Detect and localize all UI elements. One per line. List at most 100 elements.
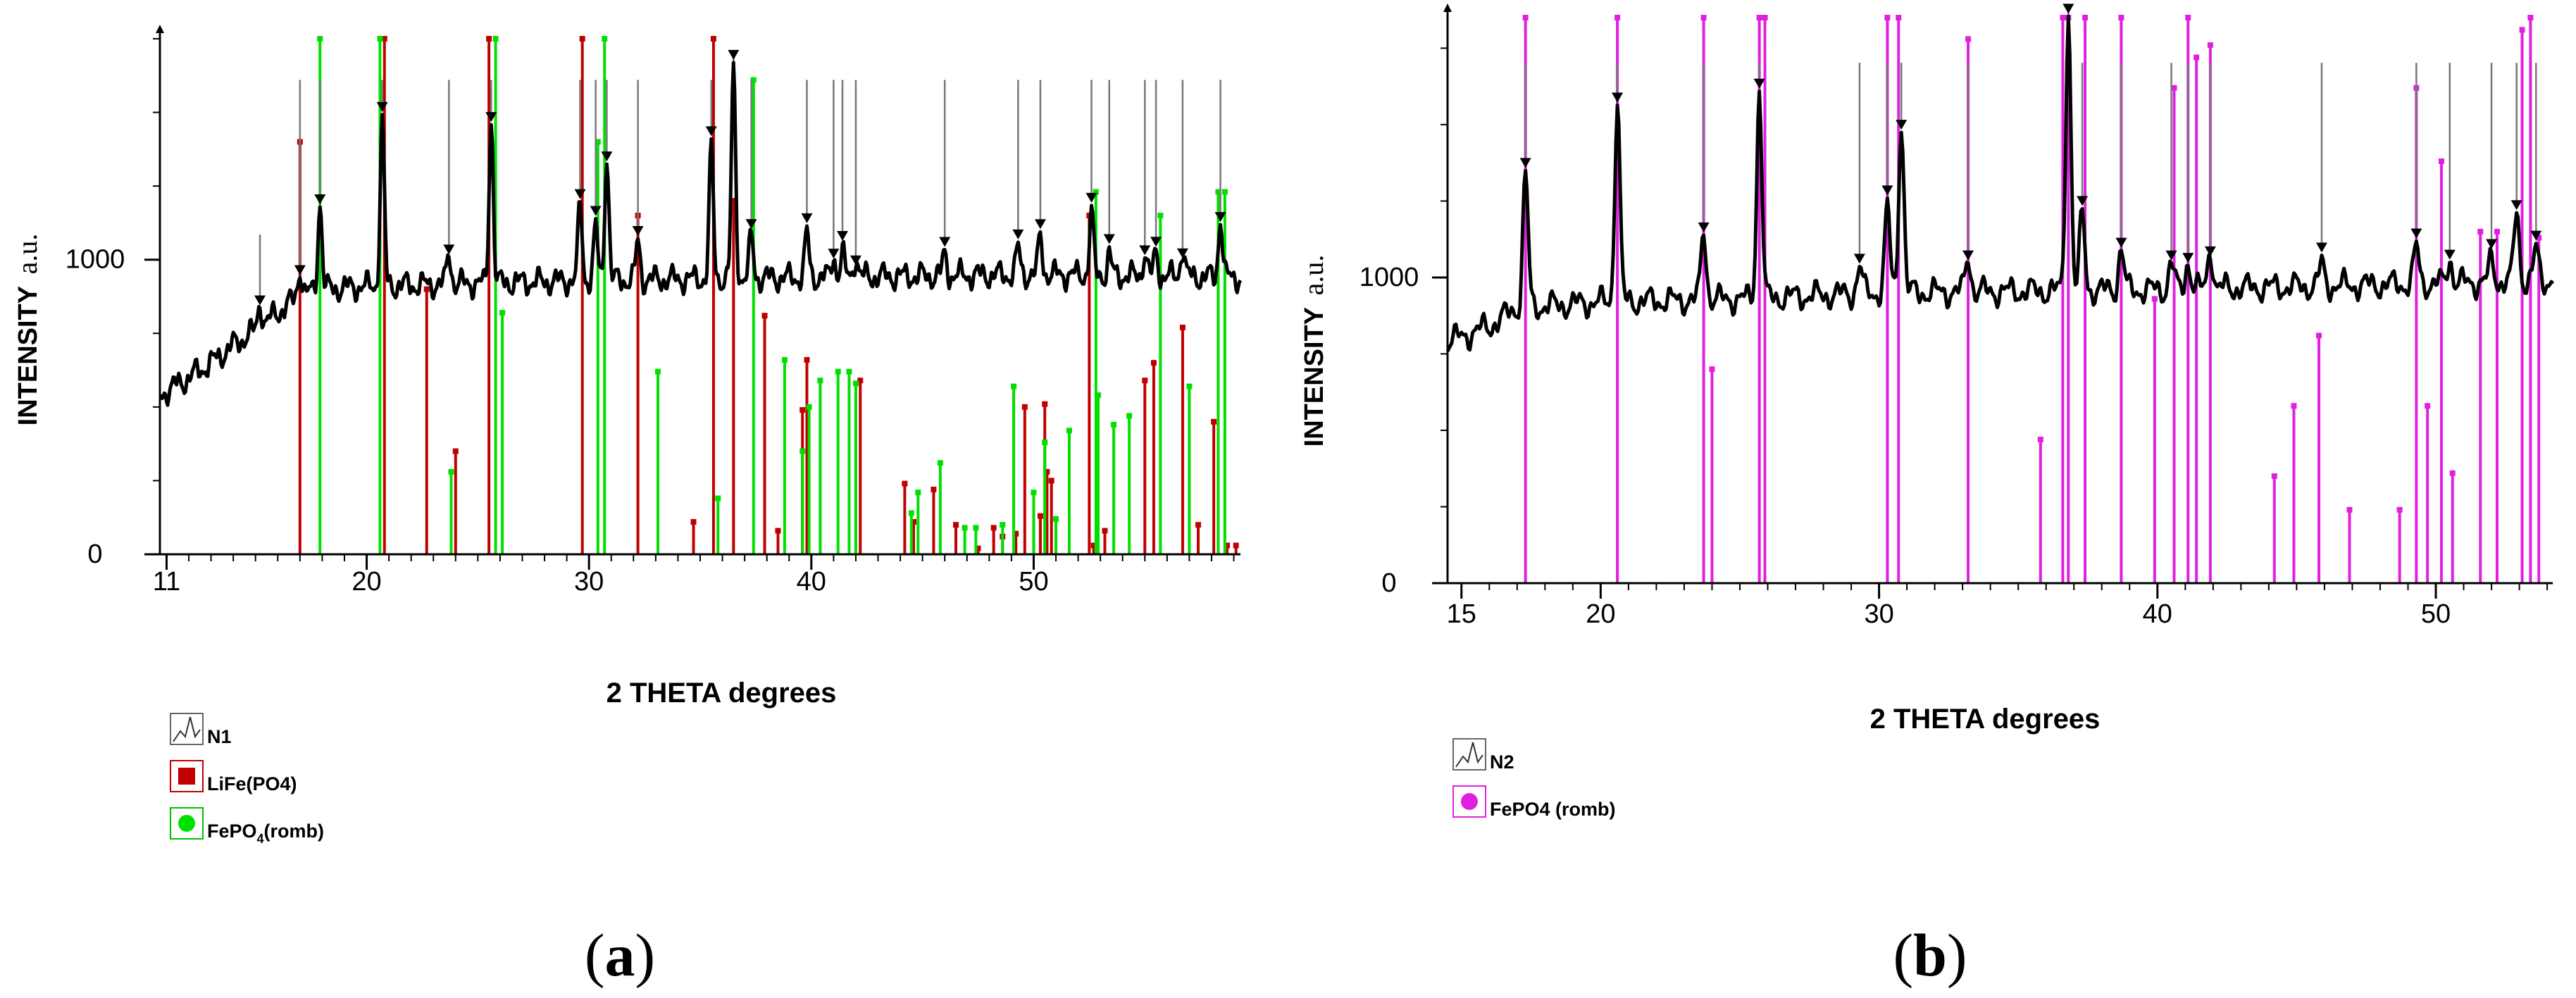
ref-stick-cap bbox=[1142, 378, 1148, 384]
ref-stick-cap bbox=[2118, 15, 2124, 20]
peak-marker bbox=[1519, 63, 1531, 168]
ref-peak-fepo4-romb bbox=[915, 489, 921, 554]
peak-marker bbox=[1853, 63, 1865, 264]
panel-b-chart: 0 1000 15 20 30 40 50 2 THETA degrees INTENSIT… bbox=[1298, 4, 2555, 989]
ref-stick-cap bbox=[1042, 401, 1048, 407]
peak-triangle-icon bbox=[1881, 185, 1893, 196]
peak-marker bbox=[1034, 80, 1046, 230]
peak-marker bbox=[2077, 63, 2089, 206]
ref-stick-cap bbox=[1031, 489, 1037, 496]
peak-marker bbox=[801, 80, 813, 223]
ref-peak-life-po4 bbox=[1102, 528, 1108, 554]
ref-stick-cap bbox=[2207, 42, 2213, 49]
ref-peak-fepo4-romb bbox=[715, 495, 721, 554]
ref-peak-fepo4-romb bbox=[799, 448, 806, 554]
ref-peak-fepo4-romb bbox=[1157, 212, 1164, 554]
ref-stick-cap bbox=[2316, 332, 2322, 339]
peak-triangle-icon bbox=[485, 112, 497, 123]
ref-stick-cap bbox=[2271, 473, 2277, 480]
peak-triangle-icon bbox=[1853, 254, 1865, 264]
ref-peak-life-po4 bbox=[1179, 324, 1186, 554]
x-tick-label: 20 bbox=[351, 567, 381, 597]
ref-peak-life-po4 bbox=[710, 36, 716, 554]
ref-stick-cap bbox=[1614, 15, 1621, 20]
peak-marker bbox=[1176, 80, 1188, 258]
ref-stick-cap bbox=[931, 486, 937, 492]
x-tick-label: 11 bbox=[153, 567, 180, 597]
peak-marker bbox=[1139, 80, 1151, 256]
ref-stick-cap bbox=[1021, 404, 1028, 410]
ref-stick-cap bbox=[1093, 189, 1099, 195]
ref-stick-cap bbox=[1111, 421, 1117, 428]
green-circle-icon bbox=[178, 815, 195, 832]
ref-stick-cap bbox=[908, 510, 914, 516]
ref-peak-life-po4 bbox=[1224, 542, 1231, 554]
peak-marker bbox=[254, 235, 266, 306]
peak-marker bbox=[939, 80, 951, 247]
ref-peak-fepo4-romb bbox=[602, 36, 608, 554]
ref-peak-fepo4-romb bbox=[846, 368, 852, 554]
legend-item-fepo4-romb: FePO4(romb) bbox=[170, 807, 324, 846]
peak-triangle-icon bbox=[728, 49, 740, 60]
ref-peak-fepo4-romb bbox=[781, 356, 788, 554]
ref-stick-cap bbox=[1195, 522, 1202, 528]
peak-triangle-icon bbox=[2077, 196, 2089, 206]
ref-stick-cap bbox=[2477, 228, 2484, 235]
ref-peak-life-po4 bbox=[1013, 530, 1019, 554]
peak-triangle-icon bbox=[1103, 234, 1115, 244]
ref-stick-cap bbox=[1090, 542, 1097, 549]
peak-marker bbox=[2182, 63, 2194, 263]
ref-stick-cap bbox=[2082, 15, 2089, 20]
peak-triangle-icon bbox=[1034, 219, 1046, 230]
panel-a-caption: (a) bbox=[585, 921, 655, 989]
ref-peak-fepo4-romb bbox=[2082, 15, 2089, 583]
peak-triangle-icon bbox=[1012, 229, 1024, 239]
ref-stick-cap bbox=[2346, 506, 2353, 513]
ref-stick-cap bbox=[1709, 366, 1715, 373]
panel-a-x-axis-label: 2 THETA degrees bbox=[606, 678, 837, 709]
ref-peak-fepo4-romb bbox=[1053, 516, 1059, 554]
panel-b-caption: (b) bbox=[1893, 921, 1967, 989]
panel-b-y-axis-label: INTENSITY a.u. bbox=[1298, 255, 1329, 447]
ref-stick-cap bbox=[1126, 413, 1133, 419]
ref-stick-cap bbox=[852, 380, 859, 387]
ref-peak-life-po4 bbox=[1048, 478, 1054, 554]
ref-stick-cap bbox=[2449, 470, 2456, 476]
y-tick-label: 0 bbox=[1381, 568, 1396, 598]
ref-stick-cap bbox=[690, 518, 697, 525]
peak-marker bbox=[828, 80, 840, 259]
x-tick-label: 50 bbox=[2421, 599, 2451, 629]
magenta-circle-icon bbox=[1461, 793, 1478, 810]
ref-stick-cap bbox=[595, 139, 601, 145]
ref-peak-fepo4-romb bbox=[2477, 228, 2484, 583]
peak-marker bbox=[2165, 63, 2177, 261]
y-tick-label: 1000 bbox=[1359, 263, 1419, 292]
panel-b-legend: N2 FePO4 (romb) bbox=[1452, 738, 1616, 820]
ref-peak-fepo4-romb bbox=[2171, 85, 2177, 583]
ref-stick-cap bbox=[1522, 15, 1529, 20]
ref-peak-life-po4 bbox=[952, 522, 959, 554]
peak-triangle-icon bbox=[2062, 4, 2074, 14]
ref-peak-fepo4-romb bbox=[2438, 158, 2444, 583]
peak-marker bbox=[850, 80, 861, 266]
panel-a-peak-markers bbox=[254, 49, 1226, 306]
ref-stick-cap bbox=[761, 313, 768, 319]
peak-triangle-icon bbox=[2315, 242, 2327, 253]
ref-stick-cap bbox=[804, 356, 810, 363]
ref-peak-fepo4-romb bbox=[2346, 506, 2353, 583]
ref-peak-fepo4-romb bbox=[937, 460, 943, 554]
ref-stick-cap bbox=[2396, 506, 2403, 513]
ref-peak-life-po4 bbox=[1037, 513, 1043, 554]
ref-stick-cap bbox=[1037, 513, 1043, 519]
panel-b-n2-pattern-line bbox=[1445, 14, 2555, 352]
panel-b-y-axis-unit: a.u. bbox=[1298, 255, 1329, 296]
ref-peak-fepo4-romb bbox=[1762, 15, 1768, 583]
ref-peak-fepo4-romb bbox=[1111, 421, 1117, 554]
ref-peak-fepo4-romb bbox=[655, 368, 661, 554]
peak-triangle-icon bbox=[254, 295, 266, 306]
peak-triangle-icon bbox=[1698, 222, 1710, 232]
peak-triangle-icon bbox=[2510, 200, 2522, 211]
peak-marker bbox=[1214, 80, 1226, 223]
ref-peak-fepo4-romb bbox=[806, 404, 812, 554]
panel-a-legend: N1 LiFe(PO4) FePO4(romb) bbox=[170, 713, 324, 846]
